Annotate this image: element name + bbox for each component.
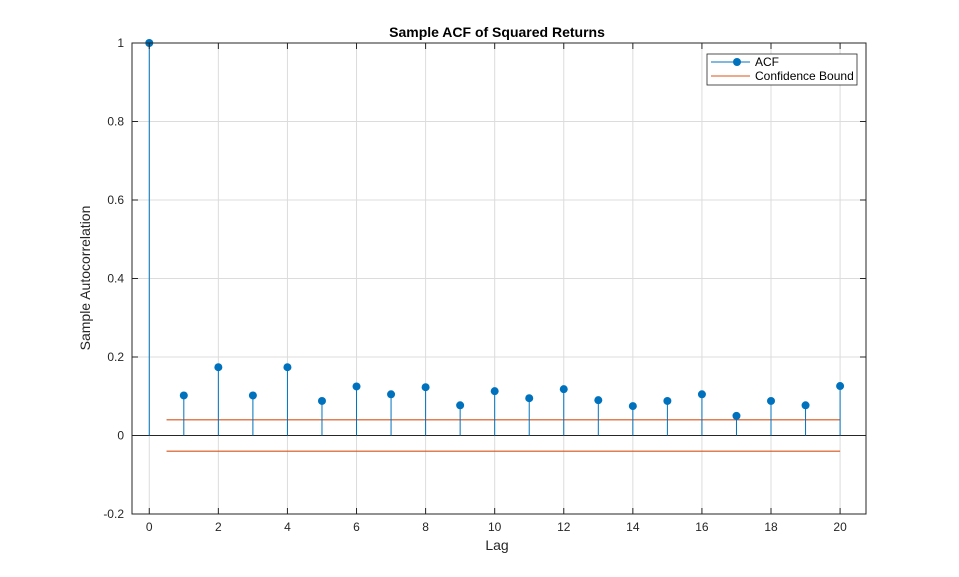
x-tick-label: 0 <box>146 520 153 534</box>
y-tick-label: 0 <box>117 429 124 443</box>
acf-marker <box>767 396 776 405</box>
x-tick-label: 8 <box>422 520 429 534</box>
x-tick-label: 16 <box>695 520 709 534</box>
legend-box <box>706 53 858 86</box>
legend-bound-label: Confidence Bound <box>755 69 854 83</box>
x-tick-label: 12 <box>557 520 571 534</box>
x-tick-label: 18 <box>764 520 778 534</box>
y-axis-label: Sample Autocorrelation <box>77 206 93 351</box>
y-tick-label: 1 <box>117 36 124 50</box>
acf-marker <box>836 382 845 391</box>
y-tick-label: 0.4 <box>107 272 124 286</box>
legend: ACF Confidence Bound <box>706 53 858 86</box>
acf-marker <box>179 391 188 400</box>
acf-marker <box>801 401 810 410</box>
acf-marker <box>663 396 672 405</box>
x-tick-label: 20 <box>833 520 847 534</box>
acf-marker <box>525 394 534 403</box>
legend-acf-marker <box>733 58 741 66</box>
x-axis-label: Lag <box>485 537 508 553</box>
x-axis-ticks: 0 2 4 6 8 10 12 14 16 18 20 <box>146 43 847 534</box>
y-tick-label: -0.2 <box>103 507 124 521</box>
x-tick-label: 6 <box>353 520 360 534</box>
acf-marker <box>490 387 499 396</box>
confidence-bounds <box>166 419 841 452</box>
y-tick-label: 0.6 <box>107 193 124 207</box>
acf-marker <box>387 390 396 399</box>
acf-marker <box>732 411 741 420</box>
acf-marker <box>317 396 326 405</box>
acf-marker <box>421 383 430 392</box>
x-tick-label: 4 <box>284 520 291 534</box>
x-tick-label: 2 <box>215 520 222 534</box>
chart-title: Sample ACF of Squared Returns <box>389 24 605 40</box>
legend-acf-label: ACF <box>755 55 779 69</box>
acf-marker <box>283 363 292 372</box>
acf-marker <box>352 382 361 391</box>
x-tick-label: 10 <box>488 520 502 534</box>
acf-marker <box>248 391 257 400</box>
acf-marker <box>628 402 637 411</box>
acf-marker <box>456 401 465 410</box>
acf-stems <box>145 39 845 436</box>
acf-marker <box>697 390 706 399</box>
y-tick-label: 0.8 <box>107 115 124 129</box>
acf-marker <box>214 363 223 372</box>
x-tick-label: 14 <box>626 520 640 534</box>
acf-marker <box>559 385 568 394</box>
acf-marker <box>594 396 603 405</box>
y-tick-label: 0.2 <box>107 350 124 364</box>
y-axis-ticks: -0.2 0 0.2 0.4 0.6 0.8 1 <box>103 36 866 521</box>
